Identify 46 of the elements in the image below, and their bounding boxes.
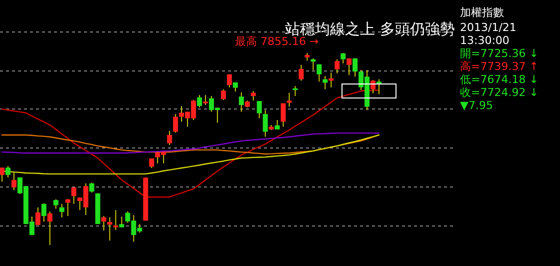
candlestick (262, 110, 268, 138)
candlestick (101, 216, 106, 232)
candlestick (0, 167, 4, 182)
candlestick (370, 80, 376, 94)
candlestick (65, 198, 70, 217)
candlestick (352, 58, 358, 78)
candlestick (238, 92, 244, 112)
candlestick (173, 114, 178, 134)
candlestick (167, 130, 172, 146)
text: 開=7725.36 ↓ (460, 47, 538, 60)
candlestick (119, 216, 124, 228)
candlestick (59, 203, 64, 218)
candlestick (89, 182, 94, 194)
text: 高=7739.37 ↑ (460, 60, 538, 73)
candlestick (346, 58, 352, 76)
text: 2013/1/21 (460, 21, 516, 34)
text: ▼7.95 (460, 99, 493, 112)
text: 13:30:00 (460, 34, 510, 47)
text: 加權指數 (460, 6, 504, 19)
candlestick (71, 186, 76, 204)
candlestick (220, 88, 226, 101)
candlestick (280, 102, 286, 128)
candlestick (107, 216, 112, 242)
candlestick (256, 100, 262, 119)
text: 最高 7855.16 → (235, 35, 319, 48)
candlestick (5, 166, 10, 178)
candlestick (286, 92, 292, 108)
candlestick (35, 206, 40, 226)
candlestick (274, 120, 280, 130)
text: 低=7674.18 ↓ (460, 73, 538, 86)
chart-title: 站穩均線之上 多頭仍強勢 (285, 20, 455, 38)
candlestick (11, 172, 16, 191)
candlestick (316, 64, 322, 82)
text: 收=7724.92 ↓ (460, 86, 538, 99)
candlestick (322, 76, 328, 90)
candlestick (250, 90, 256, 102)
candlestick (226, 74, 232, 88)
candlestick (340, 52, 346, 64)
candlestick (41, 202, 46, 222)
candlestick (53, 198, 58, 210)
candlestick (196, 94, 202, 108)
candlestick (202, 94, 208, 106)
candlestick (298, 64, 304, 82)
candlestick (47, 211, 52, 246)
candlestick (334, 58, 340, 74)
candlestick (113, 210, 118, 231)
